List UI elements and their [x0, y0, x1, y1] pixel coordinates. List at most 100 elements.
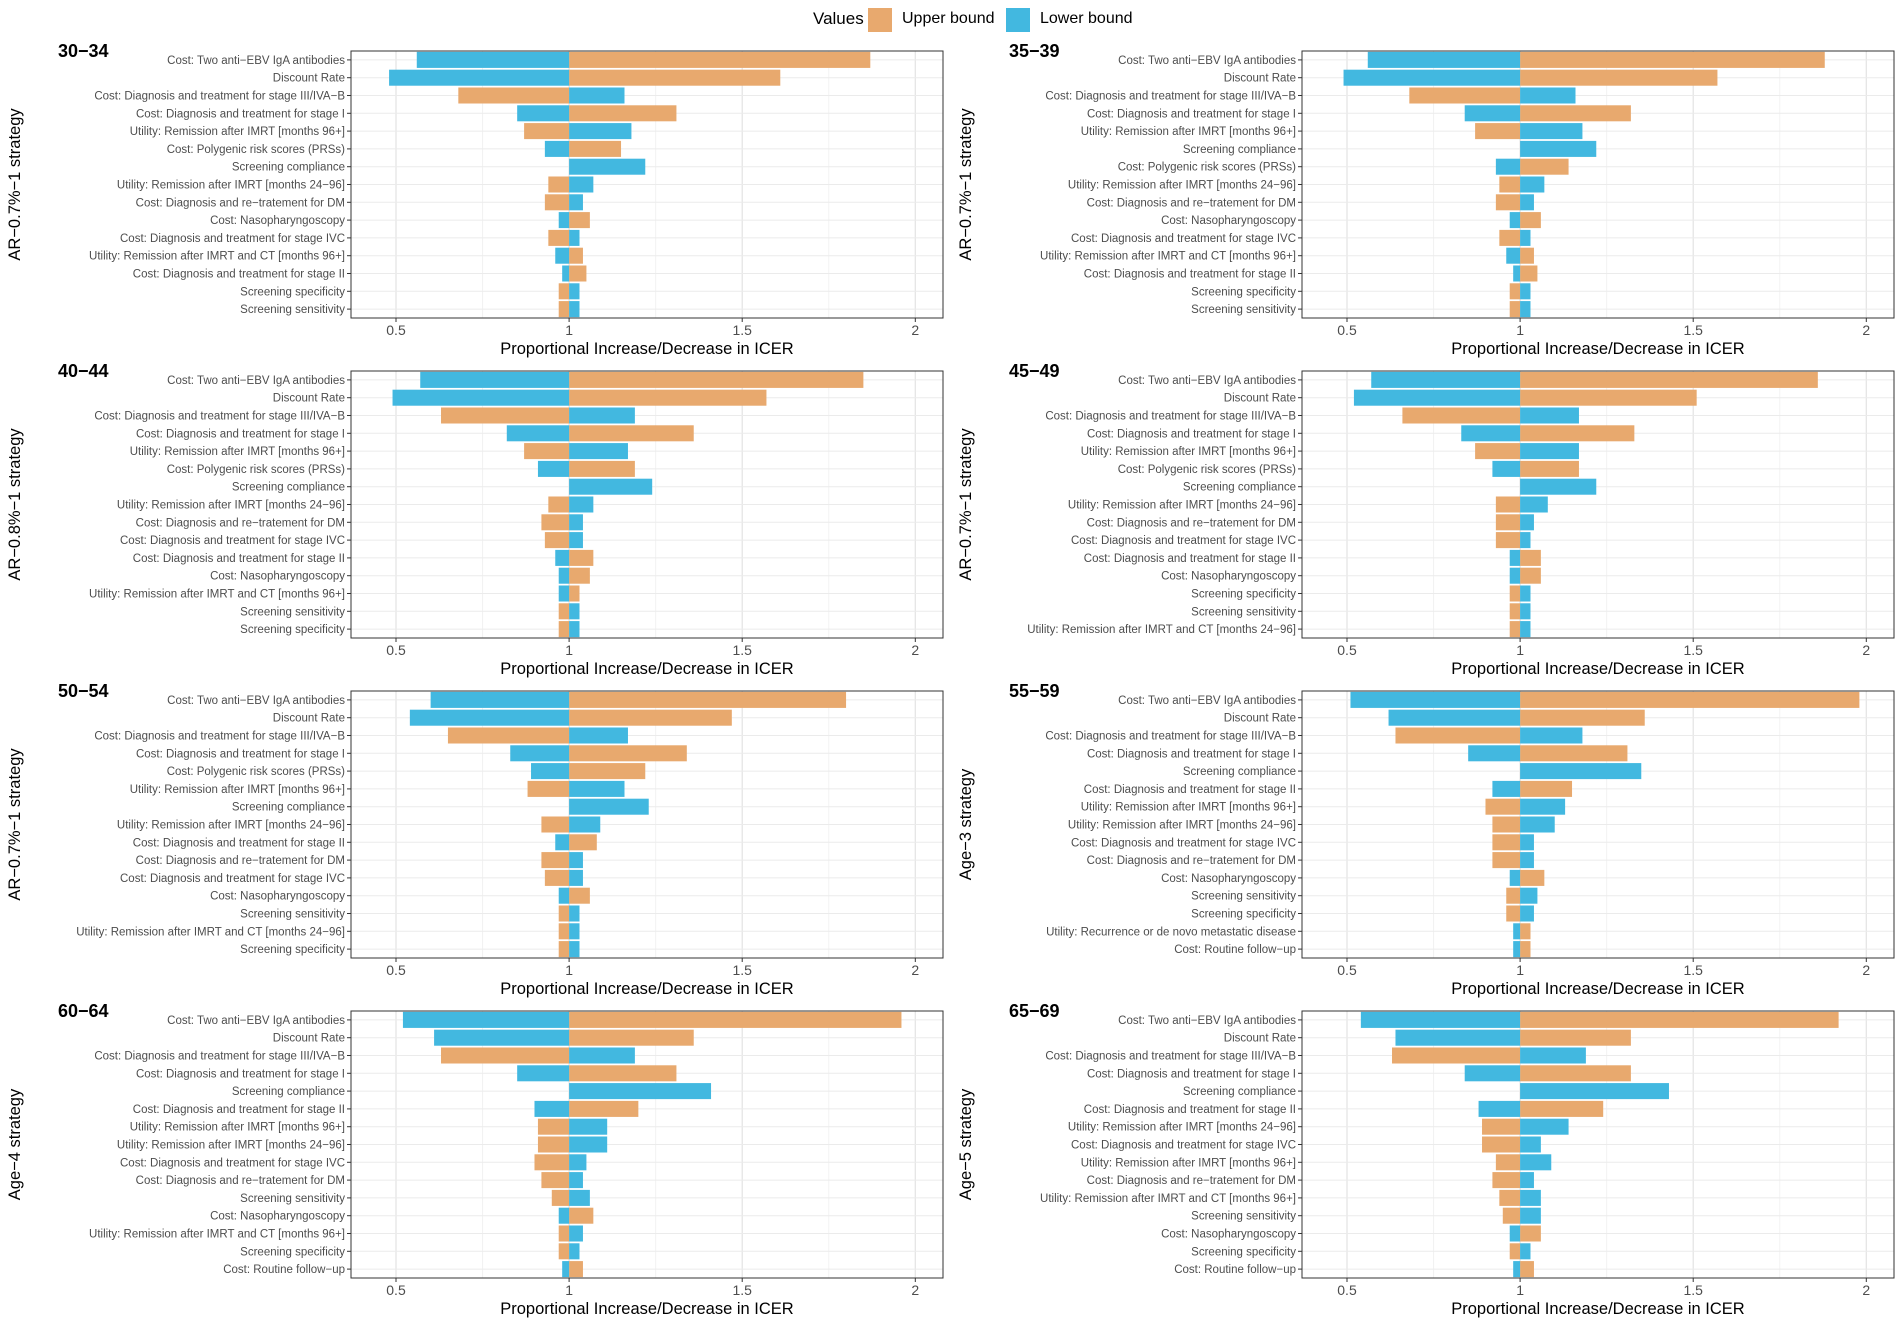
bar-lower-bound — [569, 1172, 583, 1189]
bar-upper-bound — [1502, 1207, 1521, 1224]
bar-upper-bound — [1520, 869, 1545, 886]
bar-upper-bound — [1520, 69, 1718, 86]
bar-upper-bound — [569, 709, 732, 726]
category-label: Cost: Diagnosis and treatment for stage … — [1045, 91, 1296, 103]
bar-lower-bound — [569, 229, 580, 246]
category-label: Cost: Diagnosis and treatment for stage … — [1087, 1068, 1296, 1080]
category-label: Screening sensitivity — [240, 304, 345, 316]
x-axis-title: Proportional Increase/Decrease in ICER — [500, 660, 794, 678]
x-tick-label: 2 — [911, 322, 919, 338]
bar-lower-bound — [558, 212, 570, 229]
bar-lower-bound — [1509, 567, 1521, 584]
panel-title: 40−44 — [58, 361, 109, 381]
category-label: Cost: Routine follow−up — [223, 1264, 345, 1276]
bar-upper-bound — [1520, 265, 1538, 282]
category-label: Cost: Diagnosis and treatment for stage … — [133, 1104, 345, 1116]
bar-lower-bound — [1468, 745, 1521, 762]
bar-lower-bound — [1520, 478, 1597, 495]
bar-upper-bound — [1492, 852, 1521, 869]
bar-upper-bound — [558, 1225, 570, 1242]
bar-lower-bound — [569, 780, 625, 797]
bar-lower-bound — [569, 1189, 590, 1206]
bar-lower-bound — [1520, 1243, 1531, 1260]
category-label: Cost: Two anti−EBV IgA antibodies — [167, 1015, 345, 1027]
bar-upper-bound — [558, 283, 570, 300]
panel-4: Cost: Two anti−EBV IgA antibodies Discoun… — [6, 681, 944, 998]
bar-lower-bound — [1520, 532, 1531, 549]
x-tick-label: 0.5 — [386, 1282, 406, 1298]
bar-lower-bound — [569, 496, 594, 513]
bar-upper-bound — [1482, 1136, 1521, 1153]
bar-lower-bound — [558, 1207, 570, 1224]
bar-lower-bound — [569, 852, 583, 869]
bar-upper-bound — [569, 691, 847, 708]
bar-lower-bound — [1495, 158, 1521, 175]
bar-upper-bound — [569, 425, 694, 442]
bar-lower-bound — [569, 407, 635, 424]
category-label: Utility: Remission after IMRT [months 24… — [117, 820, 345, 832]
category-label: Discount Rate — [273, 1033, 345, 1045]
bar-lower-bound — [1520, 407, 1579, 424]
panel-title: 65−69 — [1009, 1001, 1060, 1021]
x-tick-label: 2 — [911, 642, 919, 658]
bar-lower-bound — [1509, 549, 1521, 566]
bar-lower-bound — [1360, 1011, 1521, 1028]
category-label: Screening sensitivity — [240, 909, 345, 921]
bar-upper-bound — [1520, 1225, 1541, 1242]
bar-upper-bound — [1520, 247, 1534, 264]
category-label: Cost: Diagnosis and re−tratement for DM — [136, 517, 345, 529]
x-axis-title: Proportional Increase/Decrease in ICER — [1451, 980, 1745, 998]
bar-upper-bound — [544, 194, 570, 211]
category-label: Screening sensitivity — [240, 1193, 345, 1205]
panel-title: 50−54 — [58, 681, 109, 701]
category-label: Cost: Diagnosis and treatment for stage … — [136, 748, 345, 760]
category-label: Cost: Diagnosis and treatment for stage … — [1071, 837, 1296, 849]
category-label: Utility: Remission after IMRT [months 96… — [1081, 1157, 1296, 1169]
x-tick-label: 1.5 — [1683, 962, 1703, 978]
category-label: Utility: Remission after IMRT [months 24… — [117, 180, 345, 192]
bar-lower-bound — [1371, 371, 1521, 388]
bar-upper-bound — [1520, 923, 1531, 940]
x-tick-label: 0.5 — [1337, 642, 1357, 658]
bar-upper-bound — [569, 460, 635, 477]
category-label: Screening compliance — [1183, 482, 1296, 494]
bar-upper-bound — [569, 745, 687, 762]
bar-lower-bound — [1520, 496, 1548, 513]
bar-upper-bound — [1495, 1154, 1521, 1171]
bar-lower-bound — [1520, 229, 1531, 246]
legend-label-lower: Lower bound — [1040, 10, 1133, 27]
bar-upper-bound — [1520, 158, 1569, 175]
category-label: Cost: Diagnosis and treatment for stage … — [120, 1157, 345, 1169]
bar-upper-bound — [1520, 780, 1573, 797]
category-label: Cost: Nasopharyngoscopy — [1161, 1229, 1296, 1241]
bar-upper-bound — [569, 1029, 694, 1046]
bar-lower-bound — [1492, 460, 1521, 477]
bar-upper-bound — [1482, 1118, 1521, 1135]
bar-upper-bound — [537, 1136, 570, 1153]
x-axis-title: Proportional Increase/Decrease in ICER — [500, 980, 794, 998]
bar-upper-bound — [569, 105, 677, 122]
category-label: Cost: Nasopharyngoscopy — [210, 1211, 345, 1223]
bar-lower-bound — [569, 1083, 712, 1100]
x-tick-label: 0.5 — [1337, 322, 1357, 338]
bar-lower-bound — [1509, 1225, 1521, 1242]
y-axis-title: AR−0.7%−1 strategy — [957, 428, 975, 581]
bar-lower-bound — [1464, 1065, 1521, 1082]
panel-title: 55−59 — [1009, 681, 1060, 701]
bar-upper-bound — [558, 923, 570, 940]
bar-upper-bound — [541, 514, 570, 531]
bar-lower-bound — [409, 709, 570, 726]
bar-upper-bound — [569, 1100, 639, 1117]
bar-lower-bound — [534, 1100, 570, 1117]
category-label: Cost: Diagnosis and treatment for stage … — [136, 1068, 345, 1080]
x-axis-title: Proportional Increase/Decrease in ICER — [1451, 660, 1745, 678]
category-label: Utility: Remission after IMRT [months 96… — [130, 784, 345, 796]
category-label: Cost: Nasopharyngoscopy — [210, 571, 345, 583]
bar-upper-bound — [1520, 941, 1531, 958]
x-tick-label: 1 — [565, 322, 573, 338]
category-label: Cost: Diagnosis and treatment for stage … — [94, 411, 345, 423]
category-label: Utility: Remission after IMRT [months 24… — [1068, 180, 1296, 192]
bar-lower-bound — [1461, 425, 1521, 442]
bar-lower-bound — [569, 283, 580, 300]
plot-border — [350, 690, 944, 959]
